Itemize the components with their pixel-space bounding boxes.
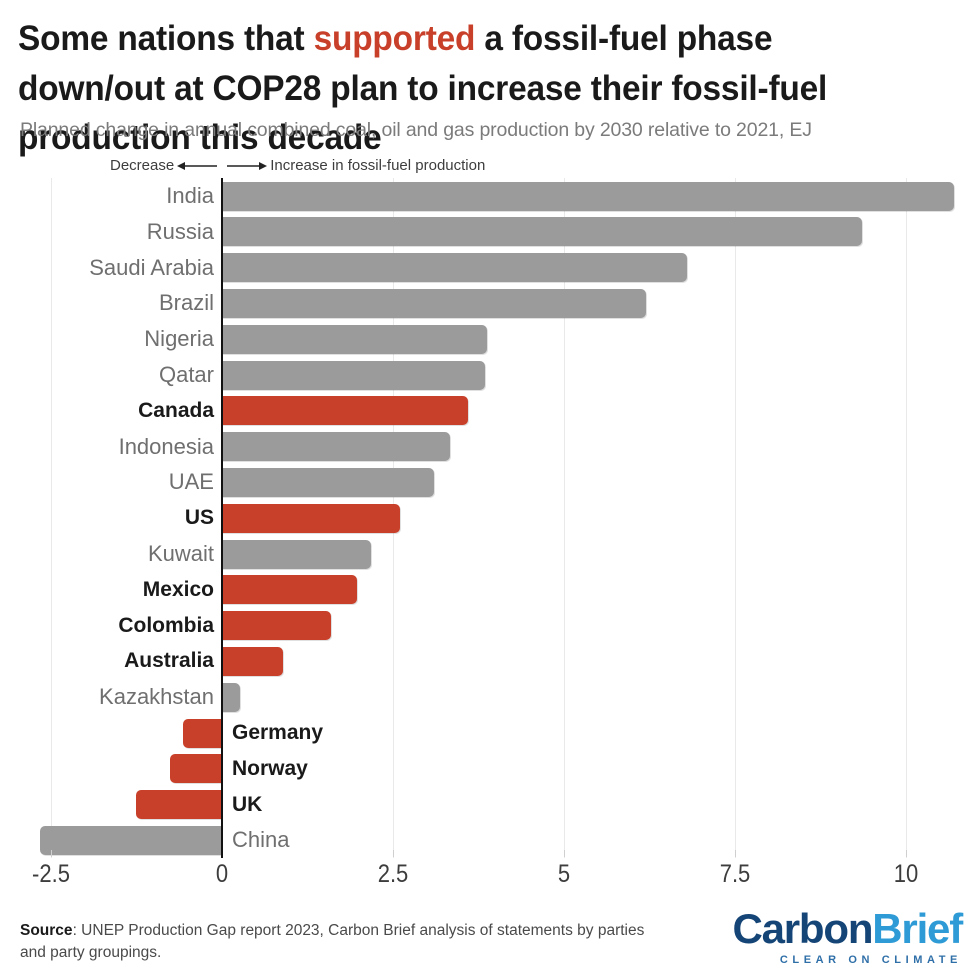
bar-label-australia: Australia	[124, 649, 214, 673]
bar-row: Saudi Arabia	[0, 250, 980, 286]
bar-label-saudi-arabia: Saudi Arabia	[89, 254, 214, 280]
bar-row: US	[0, 500, 980, 536]
bar-row: China	[0, 822, 980, 858]
bar-label-nigeria: Nigeria	[144, 326, 214, 352]
axis-note-decrease-label: Decrease	[110, 157, 175, 174]
gridline-10	[906, 178, 907, 858]
carbon-brief-logo: CarbonBrief CLEAR ON CLIMATE	[732, 905, 963, 967]
bar-norway	[170, 754, 222, 784]
gridline--2.5	[51, 178, 52, 858]
bar-label-qatar: Qatar	[158, 362, 214, 387]
bar-row: Mexico	[0, 572, 980, 608]
x-tick-label--2.5: -2.5	[32, 860, 70, 888]
bar-label-russia: Russia	[146, 218, 214, 244]
x-tickmark	[51, 850, 52, 857]
gridline-7.5	[735, 178, 736, 858]
bar-row: Norway	[0, 751, 980, 787]
axis-direction-note: Decrease Increase in fossil-fuel product…	[110, 157, 485, 174]
chart-subtitle: Planned change in annual combined coal, …	[20, 119, 812, 141]
bar-row: Indonesia	[0, 429, 980, 465]
bar-india	[222, 181, 954, 211]
bar-russia	[222, 217, 862, 247]
bar-row: Qatar	[0, 357, 980, 393]
logo-word-brief: Brief	[872, 905, 963, 952]
bar-brazil	[222, 288, 647, 318]
x-tick-label-5: 5	[557, 860, 571, 888]
bar-saudi-arabia	[222, 253, 688, 283]
bar-qatar	[222, 360, 486, 390]
source-note: Source: UNEP Production Gap report 2023,…	[20, 920, 660, 965]
x-axis: -2.5 0 2.5 5 7.5 10	[0, 850, 980, 900]
bar-kuwait	[222, 539, 372, 569]
bar-nigeria	[222, 324, 487, 354]
bar-label-us: US	[184, 506, 214, 530]
bar-mexico	[222, 575, 357, 605]
bar-label-colombia: Colombia	[118, 613, 214, 637]
bar-label-china: China	[232, 827, 290, 853]
logo-wordmark: CarbonBrief	[732, 905, 963, 952]
bar-label-uae: UAE	[168, 469, 214, 495]
bar-row: Germany	[0, 715, 980, 751]
x-tick-label-7.5: 7.5	[719, 860, 751, 888]
bar-label-canada: Canada	[138, 398, 214, 422]
axis-note-increase-label: Increase in fossil-fuel production	[270, 157, 486, 174]
x-tick-label-0: 0	[215, 860, 229, 888]
bar-china	[40, 825, 222, 855]
bar-row: UAE	[0, 464, 980, 500]
bar-label-brazil: Brazil	[158, 290, 214, 316]
bar-canada	[222, 396, 469, 426]
bar-australia	[222, 646, 283, 676]
bar-uk	[135, 790, 222, 820]
bar-label-indonesia: Indonesia	[118, 433, 214, 459]
bar-indonesia	[222, 432, 450, 462]
bar-row: Brazil	[0, 285, 980, 321]
plot-area: India Russia Saudi Arabia Brazil Nigeria Qata…	[0, 178, 980, 858]
bar-row: Nigeria	[0, 321, 980, 357]
bar-row: Kazakhstan	[0, 679, 980, 715]
x-tickmark	[906, 850, 907, 857]
bar-us	[222, 503, 400, 533]
title-text-after: a fossil-fuel phase down/out at COP28 pl…	[18, 19, 828, 158]
x-tickmark	[735, 850, 736, 857]
bar-germany	[183, 718, 222, 748]
source-label: Source	[20, 922, 73, 939]
chart-title: Some nations that supported a fossil-fue…	[18, 14, 923, 163]
x-tickmark	[564, 850, 565, 857]
bar-label-germany: Germany	[232, 721, 324, 744]
bar-colombia	[222, 611, 332, 641]
bar-label-norway: Norway	[232, 756, 308, 780]
x-tickmark	[393, 850, 394, 857]
bar-label-uk: UK	[232, 792, 263, 816]
bar-label-mexico: Mexico	[142, 577, 214, 601]
bar-uae	[222, 467, 435, 497]
logo-tagline: CLEAR ON CLIMATE	[779, 954, 962, 966]
x-tick-label-10: 10	[893, 860, 919, 888]
bar-row: Colombia	[0, 608, 980, 644]
bar-row: India	[0, 178, 980, 214]
double-arrow-icon	[177, 159, 268, 173]
logo-word-carbon: Carbon	[732, 905, 873, 952]
x-tick-label-2.5: 2.5	[377, 860, 409, 888]
bar-row: UK	[0, 787, 980, 823]
source-text: : UNEP Production Gap report 2023, Carbo…	[20, 922, 645, 962]
bar-row: Kuwait	[0, 536, 980, 572]
zero-axis-line	[221, 178, 223, 858]
title-text-before: Some nations that	[18, 19, 314, 58]
bar-kazakhstan	[222, 682, 240, 712]
title-highlight-supported: supported	[313, 19, 476, 58]
bar-label-kuwait: Kuwait	[147, 541, 214, 566]
bar-label-kazakhstan: Kazakhstan	[99, 684, 214, 710]
bar-row: Australia	[0, 643, 980, 679]
gridline-5	[564, 178, 565, 858]
bar-row: Russia	[0, 214, 980, 250]
bar-label-india: India	[166, 183, 214, 208]
bar-row: Canada	[0, 393, 980, 429]
